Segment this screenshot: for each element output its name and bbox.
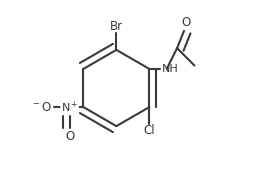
Text: Cl: Cl xyxy=(144,124,155,137)
Text: O: O xyxy=(65,130,74,143)
Text: Br: Br xyxy=(110,20,123,33)
Text: O: O xyxy=(181,16,190,29)
Text: N$^+$: N$^+$ xyxy=(61,99,78,115)
Text: $^-$O: $^-$O xyxy=(31,100,52,114)
Text: NH: NH xyxy=(161,64,178,74)
